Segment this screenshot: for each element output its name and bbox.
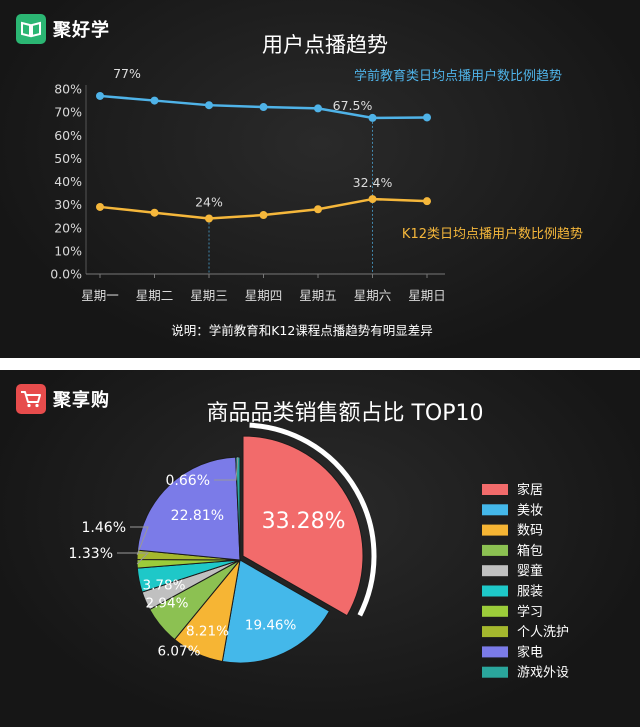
legend-label: 个人洗护 [517, 625, 569, 640]
data-label: 67.5% [333, 98, 373, 113]
pie-slice-家电 [136, 456, 241, 561]
data-point [96, 202, 104, 211]
data-point [423, 197, 431, 206]
data-point [150, 96, 159, 105]
legend-label: 数码 [517, 524, 543, 539]
data-point [205, 101, 213, 110]
data-label: 77% [113, 66, 141, 81]
slice-label: 19.46% [245, 618, 297, 634]
legend-label: 游戏外设 [517, 666, 569, 681]
x-tick-label: 星期五 [299, 288, 337, 303]
legend-label: 服装 [517, 585, 543, 600]
slice-label: 8.21% [186, 623, 229, 639]
y-tick-label: 20% [54, 220, 82, 235]
chart-title: 用户点播趋势 [262, 33, 388, 57]
y-tick-label: 40% [54, 174, 82, 189]
pie-chart-panel: 聚享购 商品品类销售额占比 TOP10 33.28% 19.46% 8.21% 6.0… [0, 370, 640, 727]
brand-logo-juhaoxue: 聚好学 [16, 14, 110, 44]
slice-label: 3.78% [143, 578, 186, 594]
book-icon [16, 14, 46, 44]
data-label: 24% [195, 195, 223, 210]
y-tick-label: 0.0% [50, 267, 82, 282]
x-tick-label: 星期二 [136, 288, 174, 303]
leader-line [130, 526, 149, 556]
chart-title: 商品品类销售额占比 TOP10 [206, 401, 483, 426]
line-chart: 用户点播趋势 0.0% 10% 20% 30% 40% 50% 60% 70% 80% 星期一 星期… [50, 33, 583, 338]
brand-name: 聚好学 [53, 20, 110, 41]
data-point [96, 91, 104, 100]
legend-label: 学习 [517, 604, 543, 620]
y-tick-label: 80% [54, 82, 82, 97]
legend-swatch [482, 544, 508, 556]
y-tick-label: 70% [54, 105, 82, 120]
x-tick-label: 星期四 [245, 288, 283, 303]
data-point [259, 211, 268, 220]
legend-label: 美妆 [517, 503, 543, 518]
chart-note: 说明：学前教育和K12课程点播趋势有明显差异 [171, 323, 433, 338]
legend-swatch [482, 524, 508, 536]
pie-slice-家居 [242, 435, 364, 617]
brand-logo-juxianggou: 聚享购 [16, 384, 110, 414]
slice-label: 33.28% [262, 509, 346, 534]
x-tick-label: 星期一 [81, 288, 119, 303]
data-label: 32.4% [353, 175, 393, 190]
legend-swatch [482, 565, 508, 577]
legend-swatch [482, 504, 508, 516]
highlight-arc [249, 422, 377, 617]
line-chart-panel: 聚好学 用户点播趋势 0.0% 10% 20% 30% 40% 50% 60% 70% 80% 星… [0, 0, 640, 358]
slice-label: 0.66% [166, 473, 210, 489]
slice-label: 6.07% [158, 644, 201, 660]
x-tick-label: 星期日 [408, 288, 446, 303]
data-point [205, 214, 213, 223]
data-point [314, 104, 322, 113]
y-tick-label: 50% [54, 151, 82, 166]
slice-label: 2.94% [146, 596, 189, 612]
y-tick-label: 60% [54, 128, 82, 143]
legend-label: 婴童 [517, 563, 543, 579]
legend-swatch [482, 484, 508, 495]
legend-swatch [482, 666, 508, 678]
slice-label: 22.81% [171, 508, 224, 524]
data-point [423, 113, 431, 122]
legend-swatch [482, 646, 508, 658]
data-point [368, 195, 377, 204]
leader-line [214, 456, 239, 481]
legend-label: 箱包 [517, 543, 543, 559]
series-label-1: K12类日均点播用户数比例趋势 [402, 226, 583, 242]
slice-label: 1.46% [82, 520, 126, 536]
pie-slice-美妆 [221, 559, 331, 664]
legend-label: 家电 [517, 644, 543, 660]
data-point [259, 103, 268, 112]
data-point [150, 208, 159, 217]
data-point [314, 205, 322, 214]
slice-label: 1.33% [69, 546, 113, 562]
brand-name: 聚享购 [53, 390, 110, 411]
y-tick-label: 30% [54, 197, 82, 212]
y-tick-label: 10% [54, 243, 82, 258]
legend-swatch [482, 626, 508, 638]
series-label-0: 学前教育类日均点播用户数比例趋势 [354, 68, 562, 84]
legend-label: 家居 [517, 482, 543, 498]
shopping-cart-icon [16, 384, 46, 414]
legend-swatch [482, 585, 508, 597]
pie-chart: 商品品类销售额占比 TOP10 33.28% 19.46% 8.21% 6.07% 2.… [69, 401, 570, 681]
x-tick-label: 星期六 [354, 288, 392, 303]
x-tick-label: 星期三 [190, 288, 228, 303]
leader-line [117, 552, 150, 565]
legend-swatch [482, 605, 508, 617]
data-point [368, 113, 377, 122]
